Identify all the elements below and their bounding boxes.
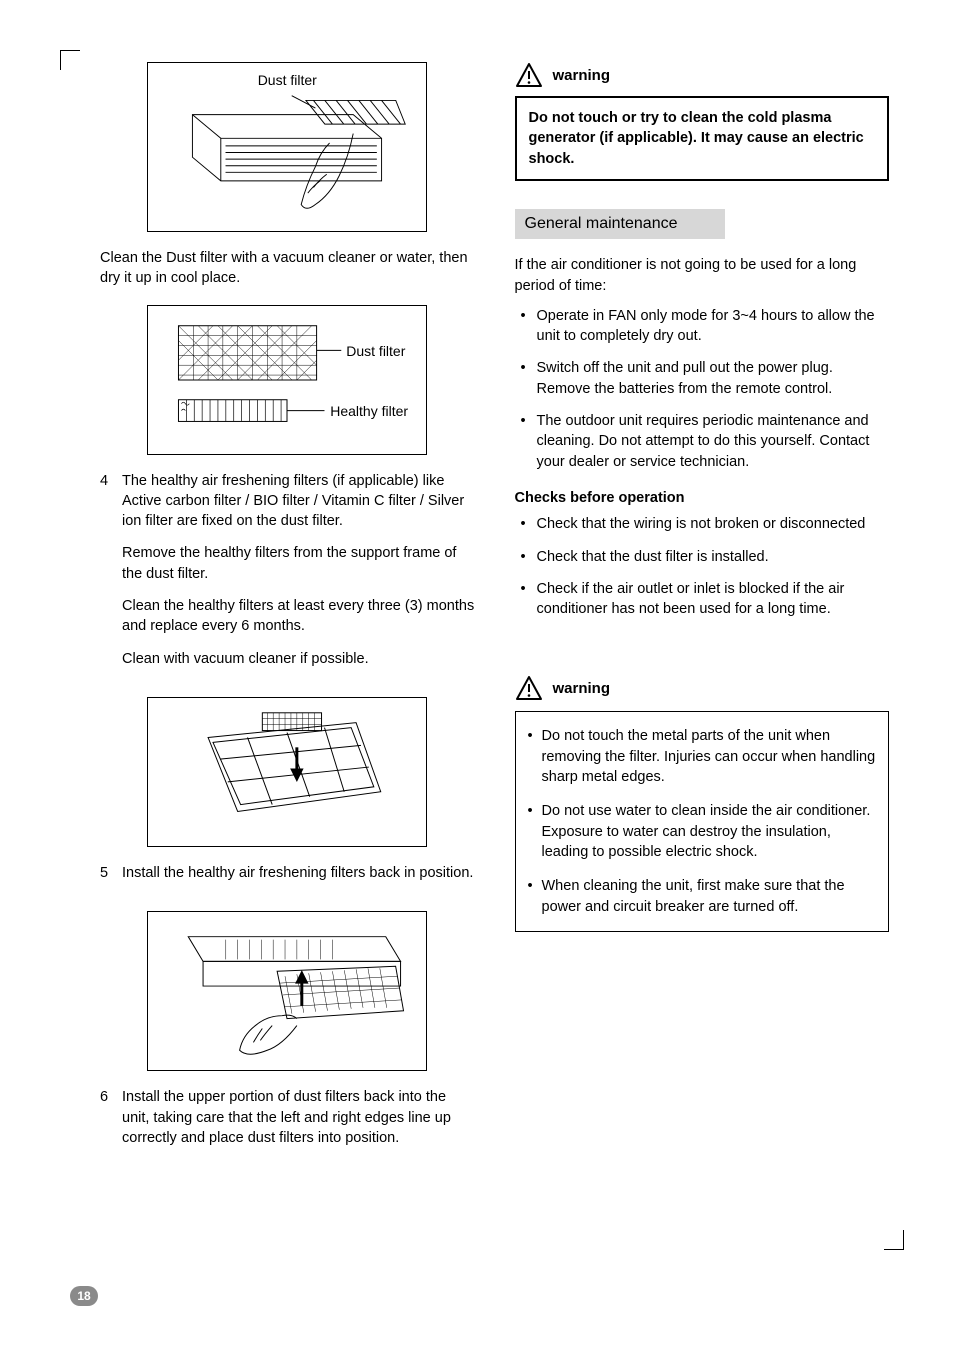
- crop-mark-bottom-right: [884, 1230, 904, 1250]
- filter-types-illustration: [148, 306, 426, 454]
- page-number: 18: [70, 1286, 98, 1306]
- step-4-text-3: Clean the healthy filters at least every…: [122, 596, 475, 637]
- warning-icon: [515, 62, 543, 88]
- step-6-text: Install the upper portion of dust filter…: [122, 1087, 475, 1148]
- warning-item: When cleaning the unit, first make sure …: [526, 876, 879, 917]
- step-5-text: Install the healthy air freshening filte…: [122, 863, 475, 883]
- section-general-maintenance: General maintenance: [515, 209, 725, 239]
- warning-label-1: warning: [553, 65, 611, 86]
- warning-item: Do not touch the metal parts of the unit…: [526, 726, 879, 787]
- maintenance-intro: If the air conditioner is not going to b…: [515, 255, 890, 296]
- step-4-text-2: Remove the healthy filters from the supp…: [122, 543, 475, 584]
- right-column: warning Do not touch or try to clean the…: [515, 62, 895, 1160]
- figure2-dust-label: Dust filter: [346, 342, 405, 362]
- check-item: Check that the wiring is not broken or d…: [515, 514, 890, 534]
- check-item: Check if the air outlet or inlet is bloc…: [515, 579, 890, 620]
- step-4-text-4: Clean with vacuum cleaner if possible.: [122, 649, 475, 669]
- step-4-text-1: The healthy air freshening filters (if a…: [122, 471, 475, 532]
- crop-mark-top-left: [60, 50, 80, 70]
- figure-remove-healthy-filter: [147, 697, 427, 847]
- step-5: 5 Install the healthy air freshening fil…: [100, 863, 475, 895]
- figure-filter-types: Dust filter Healthy filter: [147, 305, 427, 455]
- checks-heading: Checks before operation: [515, 488, 890, 508]
- step-6: 6 Install the upper portion of dust filt…: [100, 1087, 475, 1160]
- install-filter-illustration: [148, 912, 426, 1070]
- figure1-label: Dust filter: [258, 71, 317, 91]
- warning-header-1: warning: [515, 62, 890, 88]
- warning-icon: [515, 675, 543, 701]
- maintenance-item: Switch off the unit and pull out the pow…: [515, 358, 890, 399]
- step-4-number: 4: [100, 471, 114, 681]
- warning-label-2: warning: [553, 678, 611, 699]
- step-6-number: 6: [100, 1087, 114, 1160]
- step-4: 4 The healthy air freshening filters (if…: [100, 471, 475, 681]
- dust-filter-illustration: [156, 91, 418, 223]
- step-5-number: 5: [100, 863, 114, 895]
- figure-install-filter: [147, 911, 427, 1071]
- warning-item: Do not use water to clean inside the air…: [526, 801, 879, 862]
- left-column: Dust filter: [60, 62, 475, 1160]
- warning-box-plasma: Do not touch or try to clean the cold pl…: [515, 96, 890, 181]
- maintenance-item: The outdoor unit requires periodic maint…: [515, 411, 890, 472]
- two-column-layout: Dust filter: [60, 62, 894, 1160]
- clean-dust-filter-text: Clean the Dust filter with a vacuum clea…: [100, 248, 475, 289]
- maintenance-steps-list: Operate in FAN only mode for 3~4 hours t…: [515, 306, 890, 472]
- maintenance-item: Operate in FAN only mode for 3~4 hours t…: [515, 306, 890, 347]
- remove-healthy-filter-illustration: [148, 698, 426, 846]
- check-item: Check that the dust filter is installed.: [515, 547, 890, 567]
- warning-header-2: warning: [515, 675, 890, 701]
- warning-box-cleaning: Do not touch the metal parts of the unit…: [515, 711, 890, 931]
- checks-list: Check that the wiring is not broken or d…: [515, 514, 890, 619]
- figure2-healthy-label: Healthy filter: [330, 402, 408, 422]
- figure-dust-filter-remove: Dust filter: [147, 62, 427, 232]
